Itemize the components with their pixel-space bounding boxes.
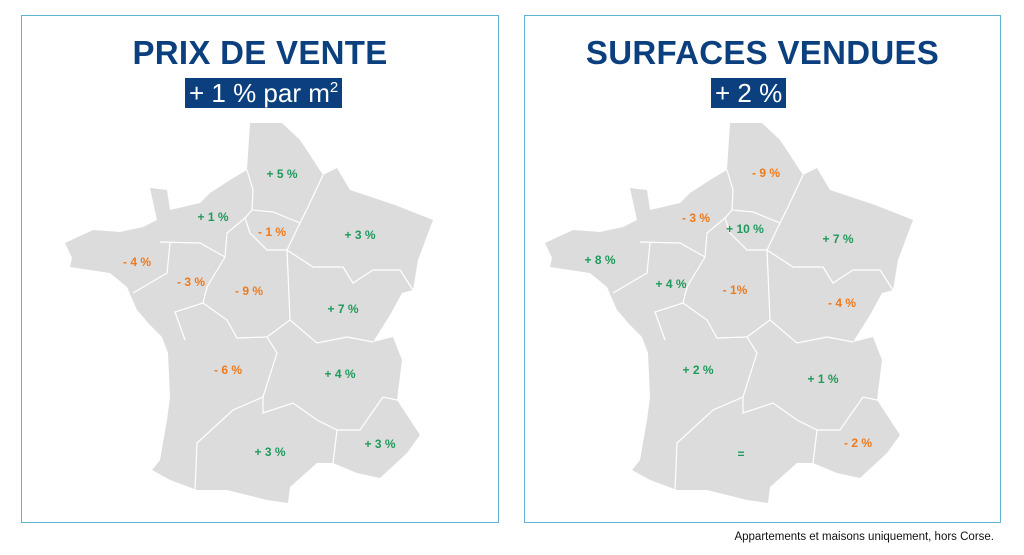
region-value-pays-de-la-loire: + 4 % (655, 277, 687, 291)
region-value-bretagne: + 8 % (584, 253, 616, 267)
region-value-paca: - 2 % (843, 436, 873, 450)
badge-value: + 1 % par m (189, 78, 330, 108)
panel-prix-de-vente: PRIX DE VENTE + 1 % par m2 (21, 15, 499, 523)
region-value-grand-est: + 7 % (822, 232, 854, 246)
region-value-bourgogne: - 4 % (827, 296, 857, 310)
region-value-pays-de-la-loire: - 3 % (176, 275, 206, 289)
panel-surfaces-vendues: SURFACES VENDUES + 2 % (524, 15, 1001, 523)
region-value-nouvelle-aquitaine: - 6 % (213, 363, 243, 377)
badge-superscript: 2 (329, 79, 339, 96)
region-value-auvergne-rhone-alpes: + 1 % (807, 372, 839, 386)
region-value-ile-de-france: - 1 % (257, 225, 287, 239)
region-value-hauts-de-france: + 5 % (266, 167, 298, 181)
region-value-occitanie: = (737, 447, 745, 461)
region-value-centre: - 9 % (234, 284, 264, 298)
region-value-centre: - 1% (722, 283, 748, 297)
region-value-hauts-de-france: - 9 % (751, 166, 781, 180)
footnote: Appartements et maisons uniquement, hors… (734, 531, 994, 543)
region-value-auvergne-rhone-alpes: + 4 % (324, 367, 356, 381)
panel-title: SURFACES VENDUES (585, 34, 940, 71)
national-change-badge: + 1 % par m2 (185, 78, 343, 108)
region-value-paca: + 3 % (364, 437, 396, 451)
region-value-grand-est: + 3 % (344, 228, 376, 242)
region-value-normandie: - 3 % (681, 211, 711, 225)
panel-title: PRIX DE VENTE (132, 34, 388, 71)
region-value-occitanie: + 3 % (254, 445, 286, 459)
region-value-bourgogne: + 7 % (327, 302, 359, 316)
national-change-badge: + 2 % (711, 78, 787, 108)
region-value-nouvelle-aquitaine: + 2 % (682, 363, 714, 377)
region-value-bretagne: - 4 % (122, 255, 152, 269)
region-value-ile-de-france: + 10 % (726, 222, 764, 236)
region-value-normandie: + 1 % (197, 210, 229, 224)
